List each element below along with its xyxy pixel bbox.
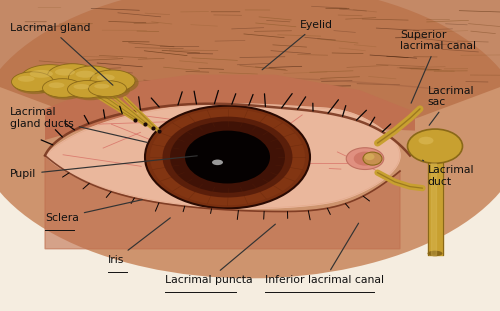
Polygon shape <box>45 104 400 208</box>
Ellipse shape <box>25 68 135 96</box>
Text: Iris: Iris <box>108 218 170 265</box>
Ellipse shape <box>12 72 53 92</box>
Ellipse shape <box>48 64 98 87</box>
Ellipse shape <box>92 71 138 94</box>
Ellipse shape <box>48 82 64 88</box>
Ellipse shape <box>428 251 442 256</box>
Polygon shape <box>428 163 442 255</box>
Ellipse shape <box>418 137 434 144</box>
Ellipse shape <box>55 68 75 76</box>
Ellipse shape <box>97 74 115 81</box>
Ellipse shape <box>21 65 79 91</box>
Ellipse shape <box>346 148 384 169</box>
Ellipse shape <box>90 70 135 92</box>
Circle shape <box>185 131 270 183</box>
Text: Sclera: Sclera <box>45 200 142 223</box>
Text: Superior
lacrimal canal: Superior lacrimal canal <box>400 30 476 103</box>
Ellipse shape <box>364 153 374 160</box>
Ellipse shape <box>22 66 83 93</box>
Ellipse shape <box>363 152 382 165</box>
Ellipse shape <box>74 84 90 89</box>
Polygon shape <box>45 75 415 140</box>
Polygon shape <box>45 156 400 249</box>
Ellipse shape <box>94 84 110 89</box>
Ellipse shape <box>88 81 126 97</box>
Circle shape <box>408 129 463 163</box>
Polygon shape <box>0 0 500 137</box>
Ellipse shape <box>13 73 57 94</box>
Ellipse shape <box>30 70 53 78</box>
Ellipse shape <box>42 79 82 97</box>
Ellipse shape <box>49 65 102 90</box>
Circle shape <box>150 109 305 205</box>
Ellipse shape <box>44 80 86 100</box>
Text: Lacrimal gland: Lacrimal gland <box>10 23 113 85</box>
Polygon shape <box>431 163 436 255</box>
Text: Lacrimal
gland ducts: Lacrimal gland ducts <box>10 107 147 142</box>
Ellipse shape <box>212 160 223 165</box>
Text: Lacrimal puncta: Lacrimal puncta <box>165 224 276 285</box>
Circle shape <box>162 117 292 197</box>
Text: Lacrimal
sac: Lacrimal sac <box>428 86 474 125</box>
Ellipse shape <box>68 66 116 90</box>
Ellipse shape <box>76 71 95 78</box>
Ellipse shape <box>18 76 34 82</box>
Circle shape <box>145 106 310 208</box>
Text: Pupil: Pupil <box>10 156 197 179</box>
Ellipse shape <box>70 67 120 92</box>
Ellipse shape <box>0 0 500 278</box>
Ellipse shape <box>90 82 130 99</box>
Ellipse shape <box>354 152 376 165</box>
Text: Inferior lacrimal canal: Inferior lacrimal canal <box>265 223 384 285</box>
Text: Eyelid: Eyelid <box>262 20 333 70</box>
Text: Lacrimal
duct: Lacrimal duct <box>422 160 474 187</box>
Circle shape <box>170 121 285 193</box>
Ellipse shape <box>69 82 111 100</box>
Ellipse shape <box>68 81 108 98</box>
Polygon shape <box>45 104 400 208</box>
